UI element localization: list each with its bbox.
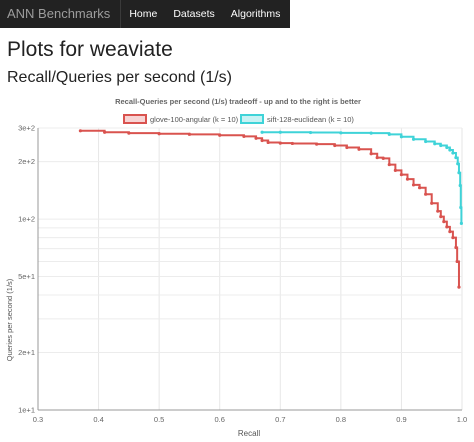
nav-home[interactable]: Home <box>120 0 165 28</box>
data-point[interactable] <box>459 221 463 225</box>
data-point[interactable] <box>445 145 449 150</box>
data-point[interactable] <box>333 143 337 148</box>
data-point[interactable] <box>308 130 313 135</box>
nav-contact[interactable]: Contact <box>296 8 333 20</box>
data-point[interactable] <box>454 245 458 250</box>
nav-algorithms[interactable]: Algorithms <box>230 8 281 20</box>
x-tick-label: 0.7 <box>275 415 285 424</box>
data-point[interactable] <box>411 183 416 187</box>
data-point[interactable] <box>451 151 455 155</box>
data-point[interactable] <box>157 132 161 136</box>
data-point[interactable] <box>387 162 391 167</box>
data-point[interactable] <box>369 152 373 156</box>
data-point[interactable] <box>187 132 192 136</box>
data-point[interactable] <box>436 209 440 213</box>
data-point[interactable] <box>454 155 458 160</box>
data-point[interactable] <box>290 141 294 146</box>
data-point[interactable] <box>439 215 443 219</box>
x-tick-label: 0.5 <box>154 415 164 424</box>
data-point[interactable] <box>445 225 449 229</box>
data-point[interactable] <box>357 147 361 151</box>
data-point[interactable] <box>375 155 379 160</box>
y-tick-label: 2e+1 <box>18 348 35 357</box>
x-tick-label: 0.6 <box>214 415 224 424</box>
data-point[interactable] <box>78 129 82 133</box>
data-point[interactable] <box>430 201 434 205</box>
data-point[interactable] <box>266 140 270 145</box>
data-point[interactable] <box>424 192 428 196</box>
data-point[interactable] <box>457 171 461 175</box>
y-tick-label: 2e+2 <box>18 157 35 166</box>
data-point[interactable] <box>278 130 282 134</box>
data-point[interactable] <box>455 259 459 264</box>
data-point[interactable] <box>399 135 404 139</box>
data-point[interactable] <box>339 131 343 135</box>
data-point[interactable] <box>457 285 461 289</box>
data-point[interactable] <box>399 173 404 177</box>
data-point[interactable] <box>405 177 410 181</box>
legend-label-sift[interactable]: sift-128-euclidean (k = 10) <box>267 115 354 124</box>
data-point[interactable] <box>411 137 416 141</box>
data-point[interactable] <box>315 142 319 146</box>
data-point[interactable] <box>456 162 460 166</box>
series-layer <box>78 129 463 289</box>
x-tick-label: 0.9 <box>396 415 406 424</box>
y-tick-label: 5e+1 <box>18 272 35 281</box>
data-point[interactable] <box>448 148 452 152</box>
legend: glove-100-angular (k = 10) sift-128-eucl… <box>123 114 354 124</box>
data-point[interactable] <box>459 205 463 210</box>
data-point[interactable] <box>381 156 385 160</box>
data-point[interactable] <box>260 138 264 143</box>
x-axis-label: Recall <box>238 429 260 438</box>
page-title: Plots for weaviate <box>7 38 173 61</box>
data-point[interactable] <box>254 136 258 140</box>
data-point[interactable] <box>127 131 131 135</box>
axes: 0.3 0.4 0.5 0.6 0.7 0.8 0.9 1.0 1e+1 2e+1 5e+1 1e+2… <box>18 124 467 425</box>
data-point[interactable] <box>448 229 452 234</box>
data-point[interactable] <box>260 130 264 134</box>
x-tick-label: 0.4 <box>93 415 103 424</box>
data-point[interactable] <box>387 132 391 136</box>
data-point[interactable] <box>218 133 222 137</box>
chart: Recall-Queries per second (1/s) tradeoff… <box>5 97 467 438</box>
data-point[interactable] <box>424 139 428 144</box>
data-point[interactable] <box>103 130 107 134</box>
y-axis-label: Queries per second (1/s) <box>5 278 14 361</box>
series-line-1 <box>262 131 463 224</box>
y-tick-label: 1e+2 <box>18 215 35 224</box>
data-point[interactable] <box>278 141 282 145</box>
navbar: ANN Benchmarks Home Datasets Algorithms … <box>0 0 333 28</box>
data-point[interactable] <box>451 235 455 240</box>
data-point[interactable] <box>242 134 246 139</box>
legend-label-glove[interactable]: glove-100-angular (k = 10) <box>150 115 239 124</box>
legend-swatch-sift[interactable] <box>240 114 264 124</box>
data-point[interactable] <box>345 145 349 150</box>
nav-datasets[interactable]: Datasets <box>173 8 215 20</box>
data-point[interactable] <box>393 168 397 172</box>
data-point[interactable] <box>418 186 422 190</box>
chart-title: Recall-Queries per second (1/s) tradeoff… <box>115 97 361 106</box>
grid <box>37 127 463 411</box>
y-tick-label: 1e+1 <box>18 406 35 415</box>
section-title: Recall/Queries per second (1/s) <box>7 69 232 86</box>
x-tick-label: 0.3 <box>33 415 43 424</box>
data-point[interactable] <box>433 142 437 146</box>
data-point[interactable] <box>442 220 446 224</box>
legend-swatch-glove[interactable] <box>123 114 147 124</box>
y-tick-label: 3e+2 <box>18 124 35 133</box>
data-point[interactable] <box>439 143 443 148</box>
x-tick-label: 0.8 <box>336 415 346 424</box>
x-tick-label: 1.0 <box>457 415 467 424</box>
series-line-0 <box>80 129 460 288</box>
brand-link[interactable]: ANN Benchmarks <box>7 6 111 21</box>
data-point[interactable] <box>369 131 373 135</box>
data-point[interactable] <box>458 183 462 188</box>
